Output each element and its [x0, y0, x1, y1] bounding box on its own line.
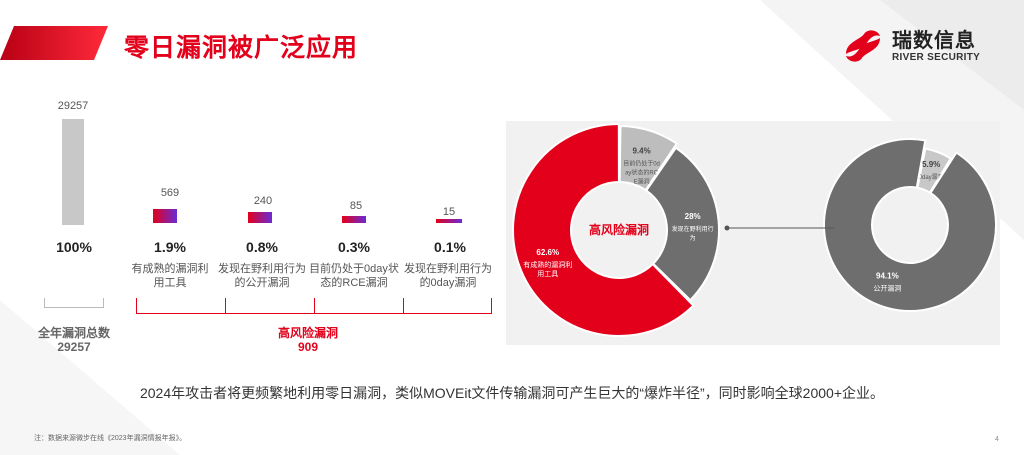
total-bar [62, 119, 84, 225]
stat-percent-4: 0.1% [434, 239, 466, 255]
donut-slice [618, 124, 679, 192]
slice-category-label: 发现在野利用行 [672, 225, 714, 233]
slice-category-label: 0day漏洞 [919, 173, 944, 181]
stat-caption-2: 发现在野利用行为的公开漏洞 [218, 263, 306, 289]
slice-value-label: 5.9% [922, 160, 940, 169]
stat-caption-4: 发现在野利用行为的0day漏洞 [404, 263, 492, 289]
stat-bar-4 [436, 219, 462, 223]
slice-category-label: 目前仍处于0d [623, 159, 660, 167]
slice-category-label: 公开漏洞 [873, 284, 901, 293]
stat-percent-3: 0.3% [338, 239, 370, 255]
high-risk-value: 909 [297, 340, 319, 354]
donut-slice [512, 122, 695, 337]
logo-text-en: RIVER SECURITY [892, 52, 981, 63]
total-value: 29257 [57, 100, 89, 112]
river-security-logo [846, 30, 880, 62]
stat-percent-1: 1.9% [154, 239, 186, 255]
summary-text: 2024年攻击者将更频繁地利用零日漏洞，类似MOVEit文件传输漏洞可产生巨大的… [139, 385, 884, 401]
high-risk-bracket-tick-1 [225, 298, 226, 314]
high-risk-bracket-tick-2 [314, 298, 315, 314]
stat-bar-1 [153, 209, 177, 223]
slice-value-label: 94.1% [876, 272, 899, 281]
stat-value-4: 15 [442, 206, 456, 218]
chart-connector [724, 225, 834, 231]
page-number: 4 [995, 436, 999, 443]
page-title: 零日漏洞被广泛应用 [124, 34, 359, 62]
slice-category-label: 用工具 [537, 270, 558, 278]
slice-category-label: E漏洞 [634, 177, 650, 185]
slice-value-label: 9.4% [632, 146, 650, 155]
slice-value-label: 62.6% [536, 248, 559, 257]
stat-bar-3 [342, 216, 366, 223]
donut-slice [823, 138, 997, 312]
title-banner-shape [0, 26, 108, 60]
footnote: 注：数据来源微步在线《2023年漏洞情报年报》。 [34, 435, 187, 442]
high-risk-bracket-tick-3 [403, 298, 404, 314]
stat-value-1: 569 [160, 187, 180, 199]
total-label: 全年漏洞总数 [37, 326, 110, 340]
stat-value-3: 85 [349, 200, 363, 212]
total-bracket [44, 298, 104, 308]
stat-caption-1: 有成熟的漏洞利用工具 [131, 263, 209, 289]
high-risk-label: 高风险漏洞 [277, 326, 338, 340]
stat-value-2: 240 [253, 195, 273, 207]
high-risk-donut-chart: 62.6% 有成熟的漏洞利用工具 9.4% 目前仍处于0day状态的RCE漏洞 28% 发… [512, 122, 720, 337]
donut-center-title: 高风险漏洞 [589, 222, 649, 237]
stat-percent-2: 0.8% [246, 239, 278, 255]
slice-value-label: 28% [685, 212, 701, 221]
donut-slice [644, 146, 720, 302]
slice-category-label: ay状态的RC [625, 168, 659, 176]
logo-text-cn: 瑞数信息 [892, 30, 976, 52]
slice-category-label: 有成熟的漏洞利 [523, 260, 572, 269]
stat-bar-2 [248, 212, 272, 223]
exploitation-donut-chart: 5.9% 0day漏洞 94.1% 公开漏洞 [823, 138, 997, 312]
slice-category-label: 为 [690, 234, 696, 242]
total-percent: 100% [56, 239, 92, 255]
stat-caption-3: 目前仍处于0day状态的RCE漏洞 [309, 263, 399, 289]
total-label-value: 29257 [57, 340, 91, 354]
